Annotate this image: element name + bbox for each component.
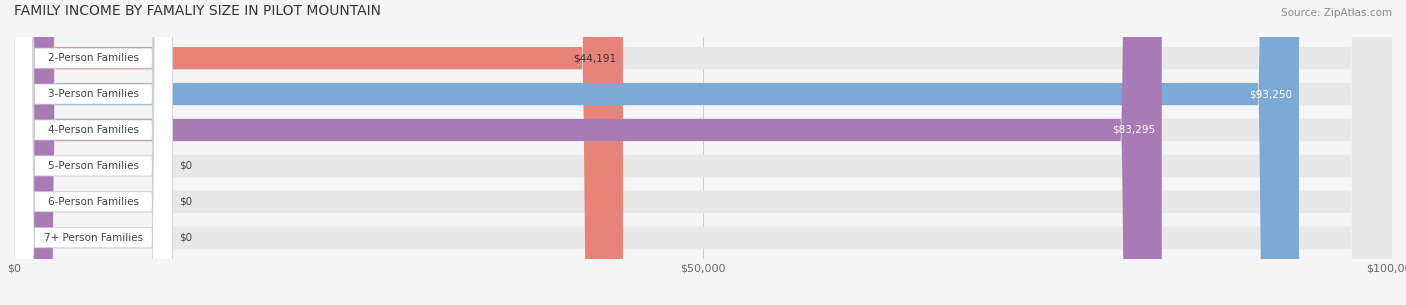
Text: $93,250: $93,250 <box>1249 89 1292 99</box>
FancyBboxPatch shape <box>14 0 173 305</box>
FancyBboxPatch shape <box>14 0 1392 305</box>
Text: 2-Person Families: 2-Person Families <box>48 53 139 63</box>
Text: Source: ZipAtlas.com: Source: ZipAtlas.com <box>1281 8 1392 18</box>
Text: 7+ Person Families: 7+ Person Families <box>44 233 143 243</box>
Text: $0: $0 <box>180 161 193 171</box>
Text: 5-Person Families: 5-Person Families <box>48 161 139 171</box>
FancyBboxPatch shape <box>14 0 1392 305</box>
Text: FAMILY INCOME BY FAMALIY SIZE IN PILOT MOUNTAIN: FAMILY INCOME BY FAMALIY SIZE IN PILOT M… <box>14 4 381 18</box>
FancyBboxPatch shape <box>14 0 1392 305</box>
Text: $0: $0 <box>180 197 193 207</box>
FancyBboxPatch shape <box>14 0 173 305</box>
FancyBboxPatch shape <box>14 0 1299 305</box>
FancyBboxPatch shape <box>14 0 173 305</box>
FancyBboxPatch shape <box>14 0 1392 305</box>
FancyBboxPatch shape <box>14 0 623 305</box>
Text: $44,191: $44,191 <box>572 53 616 63</box>
Text: $83,295: $83,295 <box>1112 125 1154 135</box>
FancyBboxPatch shape <box>14 0 173 305</box>
Text: 6-Person Families: 6-Person Families <box>48 197 139 207</box>
Text: 3-Person Families: 3-Person Families <box>48 89 139 99</box>
FancyBboxPatch shape <box>14 0 1392 305</box>
FancyBboxPatch shape <box>14 0 173 305</box>
Text: 4-Person Families: 4-Person Families <box>48 125 139 135</box>
FancyBboxPatch shape <box>14 0 1392 305</box>
FancyBboxPatch shape <box>14 0 173 305</box>
Text: $0: $0 <box>180 233 193 243</box>
FancyBboxPatch shape <box>14 0 1161 305</box>
